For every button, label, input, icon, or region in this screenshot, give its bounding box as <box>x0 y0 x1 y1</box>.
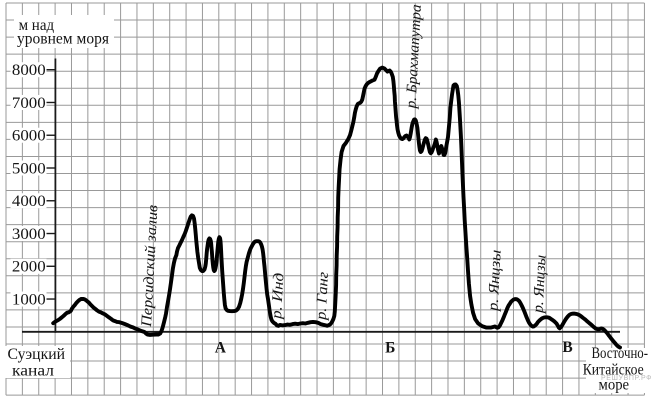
svg-text:1000: 1000 <box>12 291 46 308</box>
svg-text:р. Ганг: р. Ганг <box>313 271 332 321</box>
svg-text:море: море <box>599 377 630 394</box>
svg-text:РЕШУВПР.РФ: РЕШУВПР.РФ <box>601 375 651 382</box>
svg-text:2000: 2000 <box>12 259 46 276</box>
svg-text:м над: м над <box>19 17 55 34</box>
svg-text:Б: Б <box>385 339 395 356</box>
svg-text:Китайское: Китайское <box>583 361 644 378</box>
svg-text:8000: 8000 <box>12 62 46 79</box>
svg-text:уровнем моря: уровнем моря <box>17 31 110 48</box>
svg-text:7000: 7000 <box>12 95 46 112</box>
svg-text:Суэцкий: Суэцкий <box>8 346 66 363</box>
svg-text:канал: канал <box>12 362 54 379</box>
svg-text:В: В <box>562 339 572 356</box>
svg-text:р. Янцзы: р. Янцзы <box>530 254 549 314</box>
svg-text:5000: 5000 <box>12 160 46 177</box>
svg-text:3000: 3000 <box>12 226 46 243</box>
svg-text:А: А <box>215 339 227 356</box>
svg-text:6000: 6000 <box>12 128 46 145</box>
svg-text:Восточно-: Восточно- <box>592 345 649 362</box>
svg-text:4000: 4000 <box>12 193 46 210</box>
svg-text:р. Инд: р. Инд <box>269 272 287 320</box>
svg-text:р. Янцзы: р. Янцзы <box>485 249 504 312</box>
svg-text:р. Брахмапутра: р. Брахмапутра <box>403 4 424 110</box>
svg-text:Персидский залив: Персидский залив <box>139 204 161 328</box>
